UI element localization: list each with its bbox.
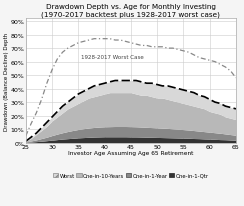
Title: Drawdown Depth vs. Age for Monthly Investing
(1970-2017 backtest plus 1928-2017 : Drawdown Depth vs. Age for Monthly Inves… [41, 4, 220, 18]
Legend: Worst, One-in-10-Years, One-in-1-Year, One-in-1-Qtr: Worst, One-in-10-Years, One-in-1-Year, O… [53, 173, 209, 178]
Y-axis label: Drawdown (Balance Decline) Depth: Drawdown (Balance Decline) Depth [4, 32, 9, 130]
X-axis label: Investor Age Assuming Age 65 Retirement: Investor Age Assuming Age 65 Retirement [68, 151, 193, 156]
Text: 1928-2017 Worst Case: 1928-2017 Worst Case [81, 55, 144, 60]
